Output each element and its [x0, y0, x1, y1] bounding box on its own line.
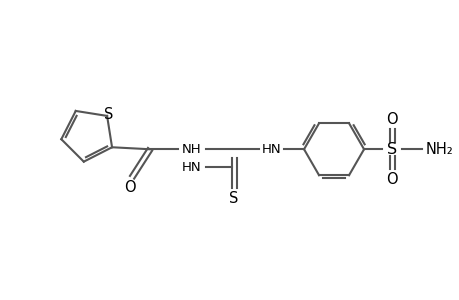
Text: S: S	[386, 142, 396, 157]
Text: HN: HN	[262, 143, 281, 156]
Text: S: S	[229, 191, 238, 206]
Text: S: S	[104, 107, 113, 122]
Text: NH: NH	[182, 143, 202, 156]
Text: O: O	[124, 180, 135, 195]
Text: O: O	[386, 172, 397, 187]
Text: O: O	[386, 112, 397, 127]
Text: NH₂: NH₂	[424, 142, 452, 157]
Text: HN: HN	[182, 161, 202, 174]
